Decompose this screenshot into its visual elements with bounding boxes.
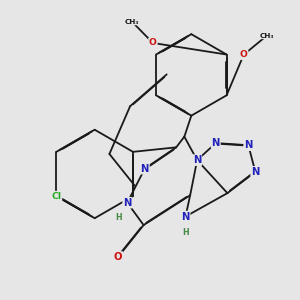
Text: CH₃: CH₃ — [260, 32, 274, 38]
Text: N: N — [141, 164, 149, 174]
Text: N: N — [181, 212, 190, 222]
Text: CH₃: CH₃ — [125, 19, 139, 25]
Text: N: N — [244, 140, 253, 150]
Text: H: H — [115, 213, 122, 222]
Text: N: N — [251, 167, 260, 177]
Text: O: O — [114, 252, 122, 262]
Text: N: N — [193, 155, 201, 165]
Text: N: N — [123, 198, 131, 208]
Text: Cl: Cl — [51, 192, 62, 201]
Text: N: N — [212, 138, 220, 148]
Text: O: O — [240, 50, 248, 59]
Text: H: H — [182, 228, 189, 237]
Text: O: O — [149, 38, 157, 47]
